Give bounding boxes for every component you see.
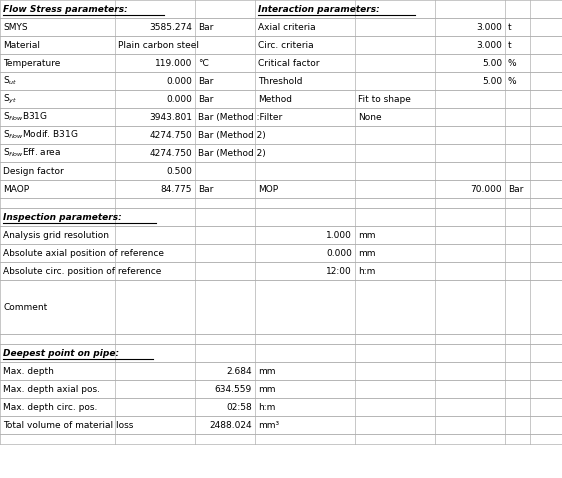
Text: S$_{yt}$: S$_{yt}$ (3, 92, 17, 106)
Text: Max. depth circ. pos.: Max. depth circ. pos. (3, 402, 97, 412)
Text: Critical factor: Critical factor (258, 58, 320, 67)
Text: Fit to shape: Fit to shape (358, 95, 411, 104)
Text: Bar (Method 2): Bar (Method 2) (198, 149, 266, 157)
Text: 02:58: 02:58 (226, 402, 252, 412)
Text: Total volume of material loss: Total volume of material loss (3, 421, 133, 430)
Text: Bar (Method :Filter: Bar (Method :Filter (198, 112, 282, 121)
Text: Inspection parameters:: Inspection parameters: (3, 213, 122, 221)
Text: Comment: Comment (3, 303, 47, 312)
Text: 70.000: 70.000 (470, 185, 502, 194)
Text: %: % (508, 76, 516, 86)
Text: 84.775: 84.775 (161, 185, 192, 194)
Text: Bar: Bar (508, 185, 523, 194)
Text: 634.559: 634.559 (215, 384, 252, 393)
Text: Flow Stress parameters:: Flow Stress parameters: (3, 4, 128, 13)
Text: Temperature: Temperature (3, 58, 60, 67)
Text: Bar: Bar (198, 185, 214, 194)
Text: Threshold: Threshold (258, 76, 302, 86)
Text: Plain carbon steel: Plain carbon steel (118, 41, 199, 50)
Text: 4274.750: 4274.750 (149, 130, 192, 140)
Text: 3.000: 3.000 (476, 41, 502, 50)
Text: h:m: h:m (358, 267, 375, 275)
Text: Max. depth axial pos.: Max. depth axial pos. (3, 384, 100, 393)
Text: Absolute axial position of reference: Absolute axial position of reference (3, 249, 164, 258)
Text: Bar: Bar (198, 95, 214, 104)
Text: %: % (508, 58, 516, 67)
Text: 4274.750: 4274.750 (149, 149, 192, 157)
Text: Interaction parameters:: Interaction parameters: (258, 4, 380, 13)
Text: 2.684: 2.684 (226, 367, 252, 376)
Text: 3.000: 3.000 (476, 22, 502, 32)
Text: 0.000: 0.000 (166, 95, 192, 104)
Text: 3585.274: 3585.274 (149, 22, 192, 32)
Text: Deepest point on pipe:: Deepest point on pipe: (3, 348, 119, 358)
Text: Circ. criteria: Circ. criteria (258, 41, 314, 50)
Text: mm: mm (358, 249, 375, 258)
Text: Axial criteria: Axial criteria (258, 22, 316, 32)
Text: mm³: mm³ (258, 421, 279, 430)
Text: 0.500: 0.500 (166, 166, 192, 175)
Text: S$_{flow}$Eff. area: S$_{flow}$Eff. area (3, 147, 61, 159)
Text: 5.00: 5.00 (482, 76, 502, 86)
Text: 2488.024: 2488.024 (210, 421, 252, 430)
Text: mm: mm (258, 384, 275, 393)
Text: °C: °C (198, 58, 209, 67)
Text: 5.00: 5.00 (482, 58, 502, 67)
Text: mm: mm (358, 230, 375, 239)
Text: t: t (508, 41, 511, 50)
Text: S$_{flow}$B31G: S$_{flow}$B31G (3, 111, 48, 123)
Text: MOP: MOP (258, 185, 278, 194)
Text: Design factor: Design factor (3, 166, 64, 175)
Text: None: None (358, 112, 382, 121)
Text: Method: Method (258, 95, 292, 104)
Text: 0.000: 0.000 (166, 76, 192, 86)
Text: Absolute circ. position of reference: Absolute circ. position of reference (3, 267, 161, 275)
Text: Bar: Bar (198, 76, 214, 86)
Text: Bar: Bar (198, 22, 214, 32)
Text: Bar (Method 2): Bar (Method 2) (198, 130, 266, 140)
Text: S$_{ut}$: S$_{ut}$ (3, 75, 17, 87)
Text: 119.000: 119.000 (155, 58, 192, 67)
Text: Material: Material (3, 41, 40, 50)
Text: SMYS: SMYS (3, 22, 28, 32)
Text: mm: mm (258, 367, 275, 376)
Text: 12:00: 12:00 (327, 267, 352, 275)
Text: S$_{flow}$Modif. B31G: S$_{flow}$Modif. B31G (3, 129, 78, 141)
Text: 1.000: 1.000 (326, 230, 352, 239)
Text: Max. depth: Max. depth (3, 367, 54, 376)
Text: 0.000: 0.000 (326, 249, 352, 258)
Text: MAOP: MAOP (3, 185, 29, 194)
Text: 3943.801: 3943.801 (149, 112, 192, 121)
Text: Analysis grid resolution: Analysis grid resolution (3, 230, 109, 239)
Text: h:m: h:m (258, 402, 275, 412)
Text: t: t (508, 22, 511, 32)
